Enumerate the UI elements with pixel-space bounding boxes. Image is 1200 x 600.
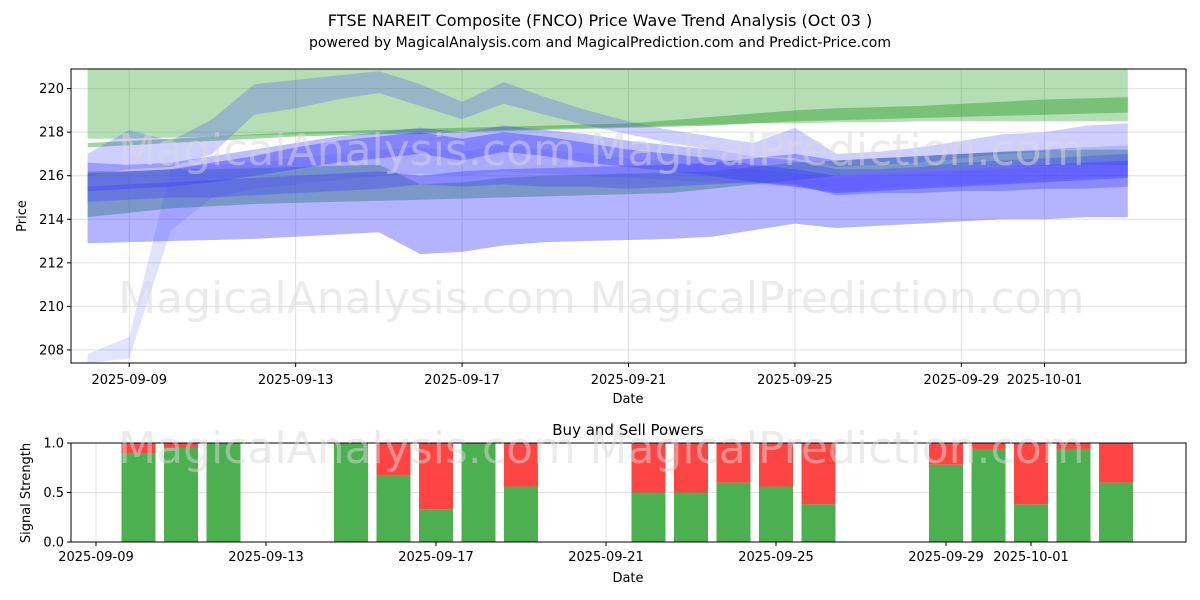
buy-bar bbox=[759, 486, 793, 542]
signal-ytick-label: 1.0 bbox=[43, 437, 64, 452]
band-blue-core-band bbox=[87, 132, 1128, 194]
sell-bar bbox=[1099, 443, 1133, 483]
sell-bar bbox=[716, 443, 751, 483]
watermark-analysis-top: MagicalAnalysis.com bbox=[118, 125, 576, 176]
sell-bar bbox=[164, 443, 198, 448]
signal-xtick-label: 2025-10-01 bbox=[993, 550, 1069, 565]
sell-bar bbox=[971, 443, 1006, 449]
price-ytick-label: 216 bbox=[39, 169, 64, 184]
price-ytick-label: 220 bbox=[39, 82, 64, 97]
price-ytick-label: 218 bbox=[39, 126, 64, 141]
watermark-analysis-bottom: MagicalAnalysis.com bbox=[118, 423, 576, 474]
signal-ytick-label: 0.0 bbox=[43, 536, 64, 551]
buy-bar bbox=[716, 482, 751, 542]
price-ylabel: Price bbox=[15, 200, 30, 232]
signal-ytick-label: 0.5 bbox=[43, 486, 64, 501]
chart-title: FTSE NAREIT Composite (FNCO) Price Wave … bbox=[328, 11, 872, 30]
signal-panel: Buy and Sell Powers 0.0 0.5 1.0 2025-09-09 2… bbox=[19, 421, 1187, 586]
watermark-prediction-top: MagicalPrediction.com bbox=[590, 125, 1085, 176]
band-green-wide-band bbox=[87, 69, 1128, 139]
buy-bar bbox=[121, 453, 156, 542]
sell-bar bbox=[674, 443, 708, 493]
signal-xtick-label: 2025-09-09 bbox=[58, 550, 134, 565]
price-ticks: 208 210 212 214 216 218 220 2025-09-09 2025-09-1… bbox=[39, 82, 1082, 388]
watermark-prediction-bottom: MagicalPrediction.com bbox=[590, 423, 1085, 474]
price-xtick-label: 2025-09-29 bbox=[924, 373, 1000, 388]
price-xtick-label: 2025-09-25 bbox=[757, 373, 833, 388]
price-xtick-label: 2025-09-13 bbox=[258, 373, 334, 388]
signal-xtick-label: 2025-09-29 bbox=[908, 550, 984, 565]
sell-bar bbox=[929, 443, 963, 465]
price-ytick-label: 210 bbox=[39, 300, 64, 315]
signal-ylabel: Signal Strength bbox=[19, 443, 34, 543]
price-xtick-label: 2025-09-17 bbox=[424, 373, 500, 388]
buy-bar bbox=[801, 504, 836, 542]
sell-bar bbox=[376, 443, 411, 476]
signal-xtick-label: 2025-09-13 bbox=[228, 550, 304, 565]
watermark-prediction-mid: MagicalPrediction.com bbox=[590, 273, 1085, 324]
price-panel: 208 210 212 214 216 218 220 2025-09-09 2025-09-1… bbox=[15, 68, 1187, 407]
band-green-upper-band bbox=[87, 97, 1128, 148]
buy-bar bbox=[929, 464, 963, 542]
sell-bar bbox=[801, 443, 836, 505]
sell-bar bbox=[504, 443, 538, 487]
band-blue-wide-band bbox=[87, 145, 1128, 255]
band-green-lower-band bbox=[87, 149, 1128, 218]
sell-bar bbox=[1056, 443, 1091, 449]
watermark-analysis-mid: MagicalAnalysis.com bbox=[118, 273, 576, 324]
buy-bar bbox=[334, 443, 368, 542]
signal-ticks: 0.0 0.5 1.0 2025-09-09 2025-09-13 2025-09-17 2… bbox=[43, 437, 1068, 566]
buy-bar bbox=[419, 509, 453, 542]
buy-bar bbox=[504, 486, 538, 542]
buy-bar bbox=[1099, 482, 1133, 542]
buy-bar bbox=[631, 492, 666, 542]
sell-bar bbox=[759, 443, 793, 487]
buy-bar bbox=[206, 443, 241, 542]
chart-subtitle: powered by MagicalAnalysis.com and Magic… bbox=[309, 35, 891, 51]
buy-bar bbox=[376, 475, 411, 542]
band-mixed-wave-upper bbox=[87, 71, 1128, 176]
sell-bar bbox=[1014, 443, 1048, 505]
signal-bars bbox=[121, 443, 1133, 542]
sell-bar bbox=[419, 443, 453, 510]
buy-bar bbox=[164, 447, 198, 542]
signal-xtick-label: 2025-09-25 bbox=[738, 550, 814, 565]
signal-title: Buy and Sell Powers bbox=[552, 421, 704, 439]
signal-xlabel: Date bbox=[612, 571, 643, 586]
price-grid bbox=[71, 69, 1186, 363]
price-xtick-label: 2025-10-01 bbox=[1007, 373, 1083, 388]
signal-xtick-label: 2025-09-21 bbox=[568, 550, 644, 565]
buy-bar bbox=[971, 448, 1006, 542]
price-ytick-label: 212 bbox=[39, 256, 64, 271]
watermark-layer: MagicalAnalysis.com MagicalPrediction.co… bbox=[118, 125, 1084, 474]
buy-bar bbox=[1014, 504, 1048, 542]
buy-bar bbox=[461, 443, 496, 542]
price-ytick-label: 214 bbox=[39, 213, 64, 228]
price-xlabel: Date bbox=[612, 392, 643, 407]
price-bands bbox=[87, 69, 1128, 363]
buy-bar bbox=[674, 492, 708, 542]
price-xtick-label: 2025-09-21 bbox=[591, 373, 667, 388]
signal-xtick-label: 2025-09-17 bbox=[398, 550, 474, 565]
sell-bar bbox=[631, 443, 666, 493]
price-ytick-label: 208 bbox=[39, 343, 64, 358]
buy-bar bbox=[1056, 448, 1091, 542]
price-xtick-label: 2025-09-09 bbox=[91, 373, 167, 388]
sell-bar bbox=[121, 443, 156, 454]
band-blue-mid-band bbox=[87, 125, 1128, 202]
